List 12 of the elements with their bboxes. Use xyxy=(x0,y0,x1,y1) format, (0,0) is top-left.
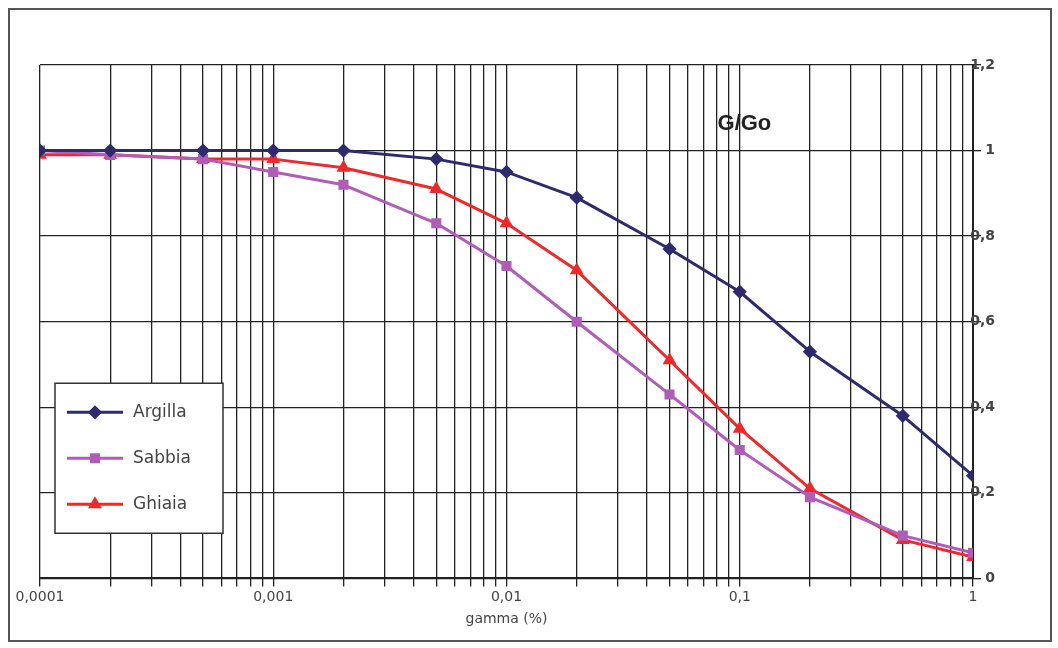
x-tick-label: 0,0001 xyxy=(15,588,65,605)
y-tick-label: 1,2 xyxy=(970,55,995,72)
x-tick-label: 0,1 xyxy=(728,588,751,605)
y-tick-label: 0 xyxy=(985,569,996,586)
x-axis-title: gamma (%) xyxy=(465,610,548,627)
x-tick-label: 1 xyxy=(968,588,978,605)
x-tick-label: 0,001 xyxy=(253,588,294,605)
y-tick-label: 1 xyxy=(985,141,995,158)
legend-label: Argilla xyxy=(133,400,187,421)
legend-label: Ghiaia xyxy=(133,492,188,513)
legend-label: Sabbia xyxy=(133,446,191,467)
x-tick-label: 0,01 xyxy=(490,588,523,605)
